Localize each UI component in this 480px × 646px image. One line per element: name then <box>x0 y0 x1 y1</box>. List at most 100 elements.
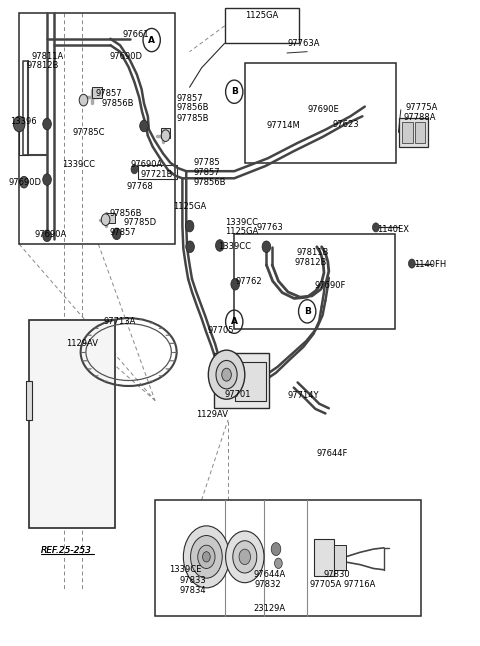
Circle shape <box>239 549 251 565</box>
Text: 97811A: 97811A <box>31 52 63 61</box>
Circle shape <box>216 240 224 251</box>
Circle shape <box>408 259 415 268</box>
Circle shape <box>112 228 121 240</box>
Circle shape <box>183 526 229 588</box>
Text: 23129A: 23129A <box>253 604 286 613</box>
Circle shape <box>216 360 237 389</box>
Bar <box>415 122 425 143</box>
Bar <box>334 545 346 570</box>
Text: 97644A: 97644A <box>253 570 286 579</box>
Bar <box>19 13 175 244</box>
Text: 97775A: 97775A <box>406 103 438 112</box>
Text: 97834: 97834 <box>179 586 205 595</box>
Text: 97716A: 97716A <box>343 580 375 589</box>
Text: 97812B: 97812B <box>26 61 59 70</box>
Text: 97690E: 97690E <box>307 105 339 114</box>
Circle shape <box>191 536 222 578</box>
Circle shape <box>275 558 282 568</box>
Text: 97690D: 97690D <box>9 178 42 187</box>
Text: 97690D: 97690D <box>109 52 143 61</box>
Circle shape <box>271 543 281 556</box>
Text: 97785C: 97785C <box>73 128 106 137</box>
Bar <box>161 128 170 138</box>
Text: 97856B: 97856B <box>109 209 142 218</box>
Text: B: B <box>304 307 311 316</box>
Text: 97763: 97763 <box>257 223 284 232</box>
Bar <box>235 362 266 401</box>
Text: 97623: 97623 <box>333 120 359 129</box>
Text: 97856B: 97856B <box>102 99 134 108</box>
Text: 97857: 97857 <box>96 89 122 98</box>
Circle shape <box>79 94 88 106</box>
Text: 97833: 97833 <box>179 576 206 585</box>
Circle shape <box>186 241 194 253</box>
Text: 1339CC: 1339CC <box>218 242 252 251</box>
Text: A: A <box>231 317 238 326</box>
Circle shape <box>43 230 51 242</box>
Text: 97788A: 97788A <box>403 113 436 122</box>
Text: A: A <box>148 36 155 45</box>
Bar <box>245 63 396 163</box>
Circle shape <box>161 130 170 141</box>
Circle shape <box>20 176 28 188</box>
Text: 97690F: 97690F <box>314 281 346 290</box>
Text: 97857: 97857 <box>177 94 203 103</box>
Circle shape <box>231 278 240 290</box>
Bar <box>26 381 32 420</box>
Bar <box>155 500 421 616</box>
Text: 97721B: 97721B <box>141 170 173 179</box>
Circle shape <box>43 118 51 130</box>
Circle shape <box>203 552 210 562</box>
Text: 1125GA: 1125GA <box>245 11 278 20</box>
Circle shape <box>208 350 245 399</box>
Circle shape <box>185 220 194 232</box>
Circle shape <box>198 545 215 568</box>
Circle shape <box>372 223 379 232</box>
Text: 97714Y: 97714Y <box>287 391 319 400</box>
Bar <box>106 213 115 223</box>
Text: 97812B: 97812B <box>294 258 326 267</box>
Text: 1339CC: 1339CC <box>62 160 96 169</box>
Text: 97832: 97832 <box>254 580 281 589</box>
Text: 97713A: 97713A <box>103 317 135 326</box>
Text: 97762: 97762 <box>235 276 262 286</box>
Text: 1140FH: 1140FH <box>414 260 446 269</box>
Text: B: B <box>231 87 238 96</box>
Circle shape <box>101 214 110 225</box>
Text: 97644F: 97644F <box>317 449 348 458</box>
Text: 97785: 97785 <box>193 158 220 167</box>
Text: 97856B: 97856B <box>193 178 226 187</box>
Text: 97690A: 97690A <box>131 160 163 169</box>
Text: 97705A: 97705A <box>310 580 342 589</box>
Text: REF.25-253: REF.25-253 <box>41 546 92 555</box>
Text: 97701: 97701 <box>225 390 251 399</box>
Text: 97785B: 97785B <box>177 114 209 123</box>
Text: 97714M: 97714M <box>267 121 300 130</box>
Text: 97830: 97830 <box>323 570 349 579</box>
Bar <box>29 320 115 528</box>
Text: 97661: 97661 <box>122 30 149 39</box>
Text: 97856B: 97856B <box>177 103 209 112</box>
Text: 1339CC: 1339CC <box>225 218 258 227</box>
Circle shape <box>13 116 25 132</box>
Circle shape <box>226 531 264 583</box>
Text: REF.25-253: REF.25-253 <box>41 546 92 555</box>
Text: 1339CE: 1339CE <box>169 565 202 574</box>
Bar <box>214 353 269 408</box>
Text: 1140EX: 1140EX <box>377 225 409 234</box>
Text: 97763A: 97763A <box>287 39 320 48</box>
Text: 1125GA: 1125GA <box>225 227 258 236</box>
Bar <box>234 234 395 329</box>
Circle shape <box>233 541 257 573</box>
Circle shape <box>140 120 148 132</box>
Text: 97690A: 97690A <box>35 230 67 239</box>
Text: 1129AV: 1129AV <box>196 410 228 419</box>
Circle shape <box>262 241 271 253</box>
Text: 97811B: 97811B <box>297 248 329 257</box>
Text: 1125GA: 1125GA <box>173 202 206 211</box>
Bar <box>314 539 334 576</box>
Text: 97768: 97768 <box>126 182 153 191</box>
Bar <box>92 87 102 98</box>
Text: 97705: 97705 <box>207 326 234 335</box>
Bar <box>399 118 428 147</box>
